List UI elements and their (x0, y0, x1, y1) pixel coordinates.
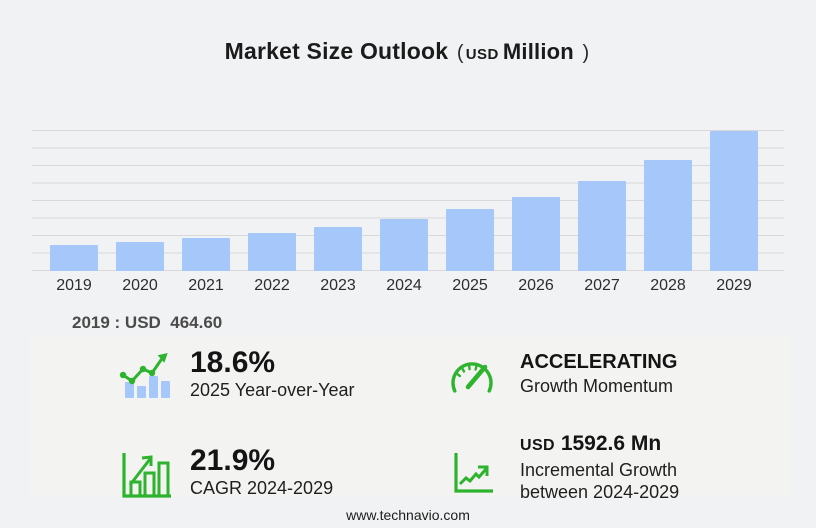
momentum-value: ACCELERATING (520, 351, 678, 373)
growth-bars-arrow-icon (120, 452, 172, 505)
bar-2028 (644, 160, 692, 271)
base-year-annotation: 2019 : USD 464.60 (72, 313, 223, 332)
incremental-label-line1: Incremental Growth (520, 460, 678, 480)
incremental-label-line2: between 2024-2029 (520, 482, 680, 502)
momentum-label: Growth Momentum (520, 376, 674, 396)
bar-2023 (314, 227, 362, 271)
rising-line-graph-icon (452, 453, 494, 500)
title-currency: USD (465, 46, 499, 63)
title-unit: Million (502, 39, 574, 64)
cagr-value: 21.9% (190, 444, 276, 477)
bar-2027 (578, 181, 626, 271)
page-title: Market Size Outlook (USD Million ) (0, 38, 816, 65)
website-url: www.technavio.com (346, 507, 470, 523)
yoy-value: 18.6% (190, 346, 276, 379)
x-tick-2023: 2023 (320, 277, 356, 294)
bar-2021 (182, 238, 230, 271)
x-tick-2025: 2025 (452, 277, 488, 294)
bar-2019 (50, 245, 98, 271)
bar-2029 (710, 131, 758, 271)
bar-chart-trend-icon (118, 347, 172, 406)
title-main: Market Size Outlook (224, 38, 449, 64)
incremental-currency: USD (520, 437, 555, 454)
stats-panel (30, 334, 790, 497)
stat-momentum: ACCELERATING Growth Momentum (520, 349, 677, 397)
x-tick-2028: 2028 (650, 277, 686, 294)
bar-2025 (446, 209, 494, 271)
stat-yoy: 18.6% 2025 Year-over-Year (190, 346, 354, 401)
x-tick-2020: 2020 (122, 277, 158, 294)
x-tick-2027: 2027 (584, 277, 620, 294)
bar-2024 (380, 219, 428, 271)
title-paren-open: ( (456, 42, 464, 64)
stat-incremental: USD 1592.6 Mn Incremental Growth between… (520, 431, 679, 503)
x-tick-2021: 2021 (188, 277, 224, 294)
bar-2020 (116, 242, 164, 271)
cagr-label: CAGR 2024-2029 (190, 478, 334, 498)
x-tick-2024: 2024 (386, 277, 422, 294)
x-tick-2019: 2019 (56, 277, 92, 294)
incremental-value: USD 1592.6 Mn (520, 432, 662, 455)
x-axis-labels: 2019 2020 2021 2022 2023 2024 2025 2026 2027 2028… (32, 277, 784, 297)
speedometer-icon (447, 354, 497, 409)
stat-cagr: 21.9% CAGR 2024-2029 (190, 444, 333, 499)
x-tick-2022: 2022 (254, 277, 290, 294)
bar-2026 (512, 197, 560, 271)
yoy-label: 2025 Year-over-Year (190, 380, 355, 400)
bar-2022 (248, 233, 296, 271)
title-paren-close: ) (582, 42, 590, 64)
plot-area (32, 130, 784, 271)
x-tick-2026: 2026 (518, 277, 554, 294)
x-tick-2029: 2029 (716, 277, 752, 294)
